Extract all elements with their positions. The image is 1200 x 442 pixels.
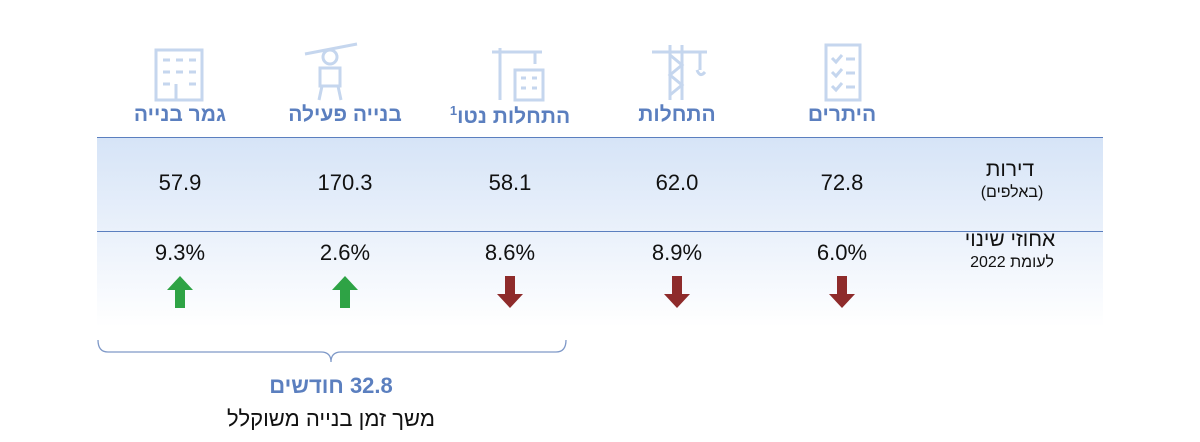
- header-text: בנייה פעילה: [288, 103, 402, 126]
- cell-value: 62.0: [655, 170, 699, 195]
- icon-crane: [652, 45, 707, 100]
- arrow-down: [497, 276, 523, 308]
- column-header: גמר בנייה: [134, 103, 226, 127]
- bracket-caption: משך זמן בנייה משוקלל: [227, 406, 435, 431]
- arrow-shape: [332, 276, 358, 308]
- arrow-up: [332, 276, 358, 308]
- header-text: התחלות: [638, 103, 716, 126]
- header-text: גמר בנייה: [133, 103, 227, 126]
- arrow-shape: [497, 276, 523, 308]
- cell-value: 8.6%: [484, 240, 536, 265]
- arrow-shape: [167, 276, 193, 308]
- icon-worker: [304, 42, 358, 101]
- cell-value: 72.8: [820, 170, 864, 195]
- footnote-mark: 1: [449, 103, 458, 118]
- row-band: [97, 137, 1103, 232]
- column-header: התחלות נטו1: [450, 103, 570, 129]
- icon-building: [154, 48, 204, 102]
- cell-value: 9.3%: [154, 240, 206, 265]
- cell-value: 6.0%: [816, 240, 868, 265]
- row-sublabel: לעומת 2022: [970, 254, 1054, 271]
- bracket-value: 32.8 חודשים: [269, 373, 393, 398]
- row-label: דירות: [985, 158, 1035, 181]
- arrow-shape: [664, 276, 690, 308]
- cell-value: 57.9: [158, 170, 202, 195]
- column-header: התחלות: [638, 103, 715, 127]
- bracket: [97, 339, 567, 363]
- column-header: היתרים: [808, 103, 876, 127]
- header-text: היתרים: [807, 103, 877, 126]
- header-text: התחלות נטו: [457, 105, 571, 128]
- arrow-shape: [829, 276, 855, 308]
- arrow-down: [829, 276, 855, 308]
- icon-permits: [824, 43, 862, 102]
- cell-value: 2.6%: [319, 240, 371, 265]
- cell-value: 8.9%: [651, 240, 703, 265]
- row-band: [97, 232, 1103, 327]
- row-sublabel: (באלפים): [980, 184, 1044, 201]
- icon-crane-building: [492, 48, 545, 102]
- arrow-down: [664, 276, 690, 308]
- arrow-up: [167, 276, 193, 308]
- cell-value: 58.1: [488, 170, 532, 195]
- column-header: בנייה פעילה: [288, 103, 402, 127]
- row-label: אחוזי שינוי: [964, 228, 1056, 251]
- cell-value: 170.3: [317, 170, 373, 195]
